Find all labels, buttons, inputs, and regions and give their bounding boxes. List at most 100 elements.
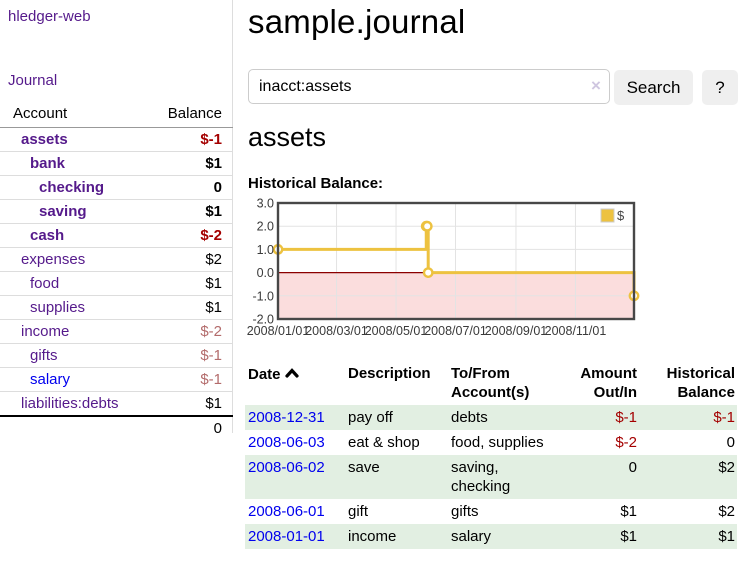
y-tick-label: 2.0 (257, 220, 274, 234)
account-total-balance: 0 (150, 415, 233, 440)
transaction-accounts: salary (451, 528, 492, 545)
account-row: income $-2 (0, 319, 233, 344)
legend-label: $ (617, 208, 625, 223)
account-column-header: Account (0, 102, 151, 128)
account-link[interactable]: supplies (30, 299, 86, 316)
account-row: liabilities:debts $1 (0, 391, 233, 416)
balance-column-header-main: Historical Balance (666, 365, 735, 401)
transaction-balance: 0 (726, 434, 735, 451)
transaction-amount: $1 (620, 528, 637, 545)
accounts-column-header: To/From Account(s) (451, 365, 530, 401)
account-link[interactable]: liabilities:debts (21, 395, 119, 412)
transaction-amount: 0 (628, 459, 637, 476)
register-body: 2008-12-31 pay off debts $-1 $-1 2008-06… (245, 405, 737, 549)
help-button[interactable]: ? (702, 70, 738, 105)
transaction-date-link[interactable]: 2008-01-01 (248, 528, 325, 545)
plot-border (276, 201, 636, 321)
transaction-amount: $1 (620, 503, 637, 520)
transaction-row: 2008-06-02 save saving, checking 0 $2 (245, 455, 737, 499)
account-balance: $2 (150, 247, 233, 272)
transaction-balance: $2 (718, 503, 735, 520)
account-row: salary $-1 (0, 367, 233, 392)
search-input[interactable] (248, 69, 610, 104)
sidebar: hledger-web Journal Account Balance asse… (0, 0, 233, 440)
legend-swatch (600, 208, 615, 223)
sort-ascending-icon (284, 364, 299, 383)
register-header-row: Date Description To/From Account(s) Amou… (245, 361, 737, 405)
account-row: gifts $-1 (0, 343, 233, 368)
transaction-description: eat & shop (348, 434, 420, 451)
app-brand-link[interactable]: hledger-web (8, 8, 91, 25)
search-button[interactable]: Search (614, 70, 693, 105)
x-tick-label: 2008/05/01 (365, 324, 428, 338)
account-row: checking 0 (0, 175, 233, 200)
balance-chart[interactable]: $3.0 2.0 1.0 0.0 -1.0 -2.0 2008/01/01 2008/03/0… (247, 197, 640, 343)
search-form: × Search ? (248, 69, 742, 105)
account-balance: 0 (150, 175, 233, 200)
account-balance: $-2 (150, 223, 233, 248)
account-tree-body: assets $-1 bank $1 checking 0 saving $1 … (0, 128, 233, 440)
account-heading: assets (248, 122, 327, 152)
transaction-amount: $-2 (615, 434, 637, 451)
account-balance: $-1 (150, 367, 233, 392)
transaction-row: 2008-06-01 gift gifts $1 $2 (245, 499, 737, 524)
transaction-date-link[interactable]: 2008-06-01 (248, 503, 325, 520)
account-tree-table: Account Balance assets $-1 bank $1 check… (0, 102, 233, 440)
description-column-header: Description (348, 365, 431, 382)
y-tick-label: 0.0 (257, 266, 274, 280)
account-link[interactable]: gifts (30, 347, 58, 364)
y-tick-label: -1.0 (252, 289, 274, 303)
data-point-marker[interactable] (422, 267, 434, 279)
account-row: food $1 (0, 271, 233, 296)
transaction-balance: $2 (718, 459, 735, 476)
account-balance: $-1 (150, 343, 233, 368)
account-balance: $-2 (150, 319, 233, 344)
account-balance: $-1 (200, 131, 222, 148)
y-tick-label: 3.0 (257, 197, 274, 211)
transaction-accounts: debts (451, 409, 488, 426)
account-total-row: 0 (0, 415, 233, 440)
account-link[interactable]: assets (21, 131, 68, 148)
account-balance: $1 (150, 151, 233, 176)
transaction-row: 2008-01-01 income salary $1 $1 (245, 524, 737, 549)
account-link[interactable]: expenses (21, 251, 86, 268)
account-link[interactable]: cash (30, 227, 65, 244)
balance-chart-svg[interactable]: $3.0 2.0 1.0 0.0 -1.0 -2.02008/01/012008/03/0… (247, 197, 640, 343)
balance-column-header: Balance (150, 102, 233, 128)
account-link[interactable]: food (30, 275, 60, 292)
account-tree-header: Account Balance (0, 102, 233, 128)
account-balance: $1 (150, 391, 233, 416)
page-title: sample.journal (248, 3, 466, 40)
data-point-marker[interactable] (421, 220, 433, 232)
sidebar-item-journal[interactable]: Journal (8, 72, 58, 89)
account-link[interactable]: income (21, 323, 70, 340)
transaction-description: pay off (348, 409, 393, 426)
account-link[interactable]: bank (30, 155, 66, 172)
account-row: saving $1 (0, 199, 233, 224)
account-row: assets $-1 (0, 128, 233, 152)
account-balance: $1 (150, 295, 233, 320)
transaction-amount: $-1 (615, 409, 637, 426)
x-tick-label: 2008/07/01 (424, 324, 487, 338)
account-row: cash $-2 (0, 223, 233, 248)
transaction-accounts: saving, checking (451, 459, 511, 495)
x-tick-label: 2008/03/01 (305, 324, 368, 338)
account-link[interactable]: checking (39, 179, 105, 196)
x-tick-label: 2008/11/01 (545, 324, 607, 338)
transaction-description: income (348, 528, 397, 545)
account-row: expenses $2 (0, 247, 233, 272)
transaction-description: save (348, 459, 380, 476)
transaction-date-link[interactable]: 2008-06-02 (248, 459, 325, 476)
account-link[interactable]: saving (39, 203, 87, 220)
transaction-row: 2008-06-03 eat & shop food, supplies $-2… (245, 430, 737, 455)
transaction-date-link[interactable]: 2008-12-31 (248, 409, 325, 426)
transaction-date-link[interactable]: 2008-06-03 (248, 434, 325, 451)
account-link[interactable]: salary (30, 371, 71, 388)
x-tick-label: 2008/01/01 (247, 324, 310, 338)
date-column-header[interactable]: Date (245, 361, 345, 405)
clear-search-icon[interactable]: × (591, 76, 601, 95)
register-table: Date Description To/From Account(s) Amou… (245, 361, 737, 549)
transaction-balance: $-1 (713, 409, 735, 426)
transaction-accounts: gifts (451, 503, 479, 520)
amount-column-header: Amount Out/In (580, 365, 637, 401)
